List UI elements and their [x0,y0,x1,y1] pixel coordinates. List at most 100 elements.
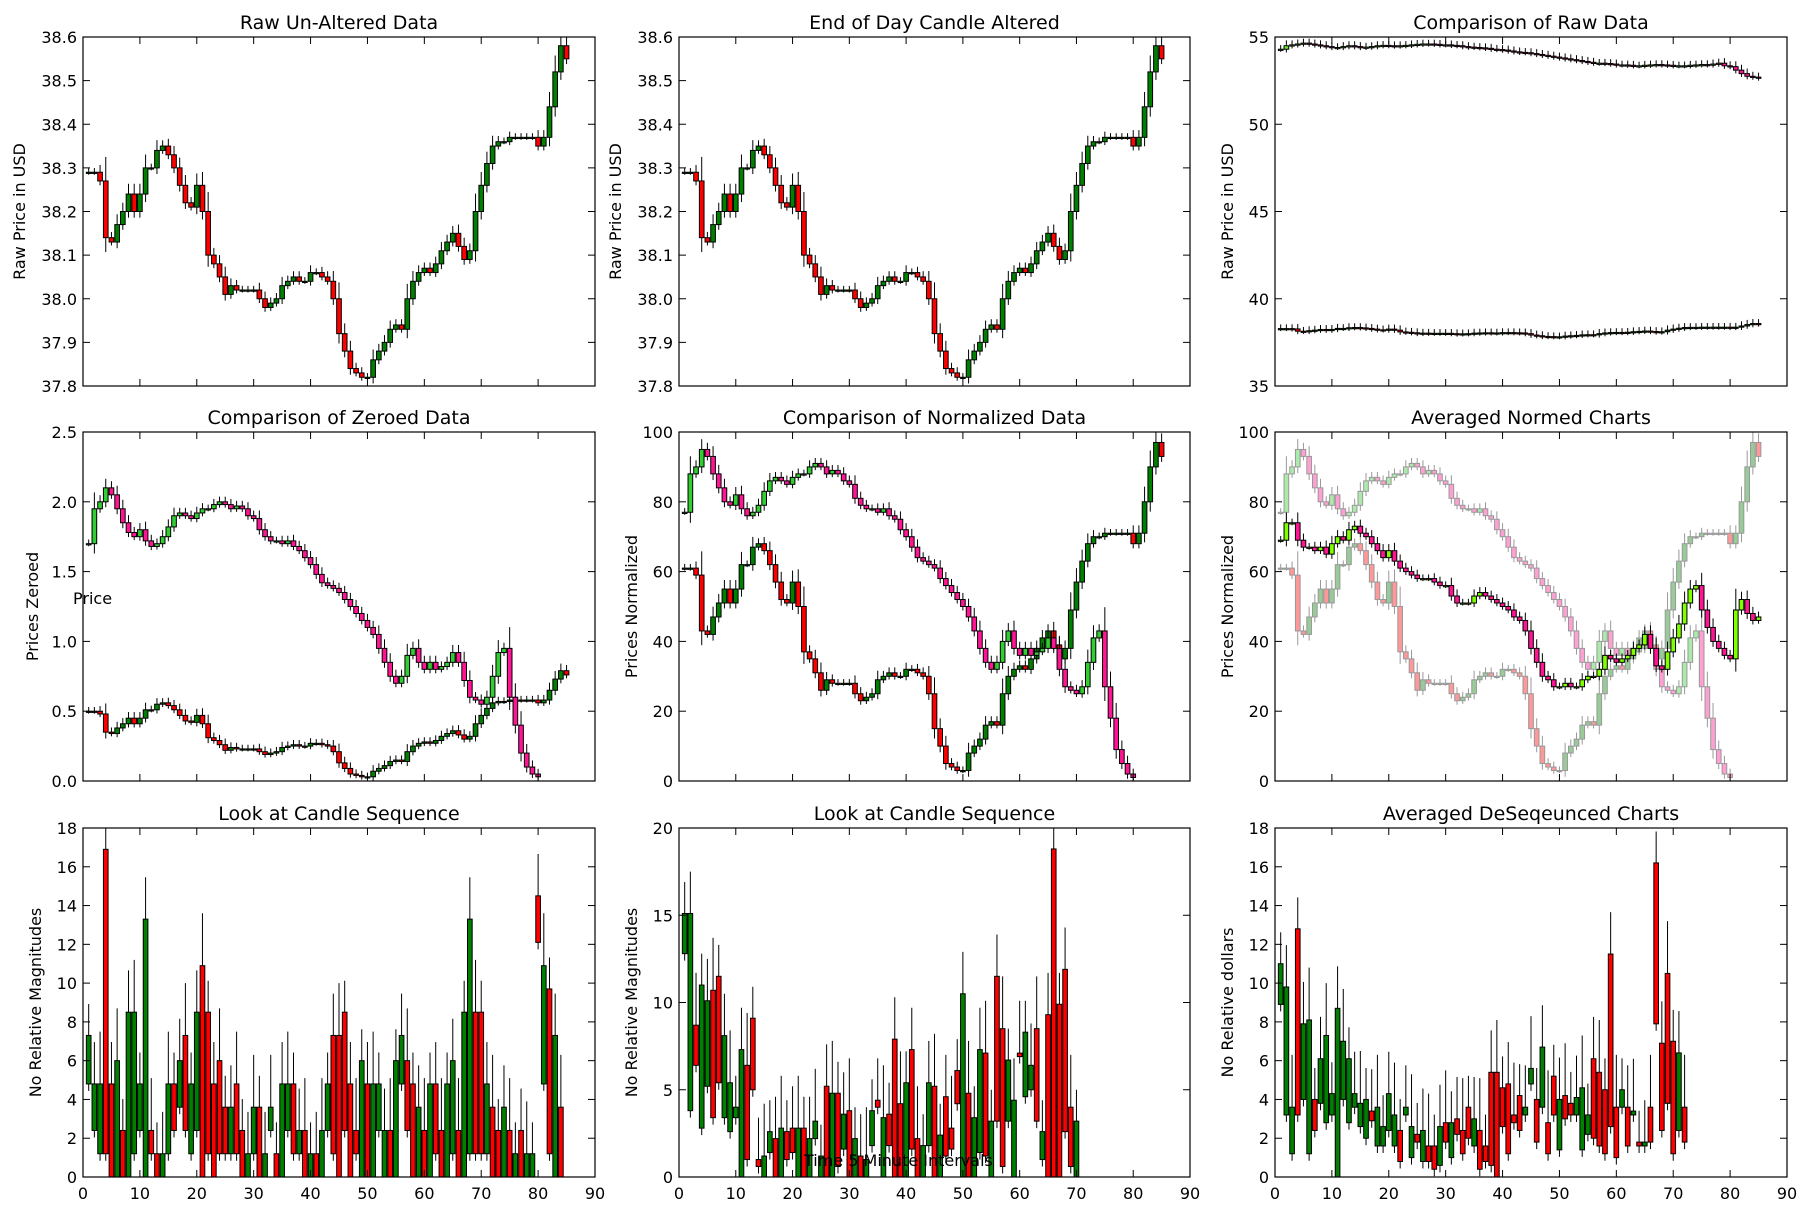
candle-up [829,469,836,475]
candle-down [1613,658,1620,663]
candle-down [1670,689,1677,695]
candle-down [336,587,342,594]
candle-up [501,141,507,144]
candle-up [91,171,98,174]
candle-up [1294,448,1301,468]
candle-up [512,136,519,140]
candle-up [744,167,750,170]
candle-up [1067,609,1074,649]
candle-up [1630,647,1637,656]
candle-up [965,752,972,772]
candle-down [119,508,126,524]
candle-up [1385,550,1392,559]
candle-up [114,727,120,735]
candle-up [284,745,291,748]
candle-down [1715,749,1722,765]
candle-up [1113,532,1120,535]
candle-up [1005,280,1012,300]
candle-up [1482,672,1489,677]
candle-up [761,1155,767,1177]
candle-down [523,752,530,768]
candle-down [778,184,785,204]
candle-down [131,532,138,538]
candle-down [563,45,570,60]
candle-down [256,748,263,753]
candle-up [1676,1052,1682,1131]
candle-down [330,585,337,589]
y-tick-label: 20 [653,702,673,721]
candle-down [546,988,553,1155]
candle-up [393,1060,399,1177]
x-tick-label: 30 [839,1184,859,1203]
candle-down [715,473,722,489]
candle-up [1346,327,1352,330]
candle-down [461,245,467,260]
candle-down [279,540,285,545]
candle-down [1607,630,1614,649]
candle-up [988,1120,995,1177]
candle-up [761,490,767,506]
candle-up [982,328,989,343]
panel-4: 0.0 0.5 1.0 1.5 2.0 2.5 Comparison of Zeroed D… [23,407,596,791]
candle-up [558,45,564,73]
candle-down [744,508,750,517]
candle-up [732,193,739,213]
y-tick-label: 50 [1249,115,1269,134]
candle-down [102,180,109,239]
panel-title: Comparison of Raw Data [1413,12,1649,34]
candle-up [91,1083,98,1131]
x-tick-label: 70 [1066,1184,1086,1203]
candle-up [1755,616,1762,621]
candle-down [960,599,966,608]
candle-up [142,709,149,719]
candle-down [1437,473,1443,482]
candle-down [1363,532,1369,538]
candle-up [1011,272,1017,282]
candle-down [199,714,206,725]
candle-up [903,1082,909,1177]
candle-up [767,480,773,492]
candle-up [1476,592,1483,597]
y-tick-label: 38.3 [637,159,673,178]
candle-down [1294,928,1301,1116]
candle-down [1442,1122,1449,1143]
candle-up [1602,332,1608,335]
candle-up [767,1131,773,1154]
y-tick-label: 100 [642,423,673,442]
candle-down [171,154,177,169]
candle-up [193,512,200,520]
candle-up [687,913,694,1112]
candle-up [1573,334,1580,338]
candle-down [262,298,268,308]
candle-up [114,224,120,243]
candle-up [1368,476,1375,482]
x-tick-label: 60 [1009,1184,1029,1203]
candle-up [1022,1031,1029,1098]
candle-down [1357,327,1364,330]
candle-down [954,1070,961,1105]
candle-down [1374,543,1381,552]
candle-down [931,298,938,335]
candle-down [1556,56,1563,59]
candle-down [1579,647,1586,663]
x-tick-label: 20 [187,1184,207,1203]
candle-down [948,763,955,768]
candle-up [1619,1089,1625,1108]
candle-up [1471,595,1477,604]
candle-up [1323,1034,1330,1124]
candle-down [1545,1122,1551,1155]
candle-down [1448,483,1455,499]
y-tick-label: 37.8 [41,377,77,396]
candle-up [988,721,995,726]
candle-down [1351,45,1358,48]
candle-down [1721,647,1728,656]
candle-up [710,616,716,635]
candle-up [467,250,473,260]
candle-up [1579,1087,1586,1151]
candle-down [1698,630,1705,688]
candle-down [1294,522,1301,541]
candle-down [1710,717,1716,751]
candle-up [727,1082,733,1133]
panel-5: 0 20 40 60 80 100 Comparison of Normalized Dat… [622,407,1191,791]
candle-up [171,515,177,528]
